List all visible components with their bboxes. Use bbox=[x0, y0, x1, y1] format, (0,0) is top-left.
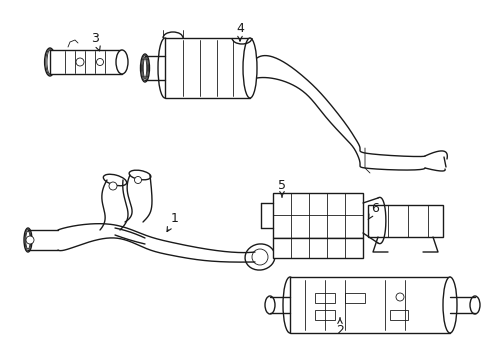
Bar bbox=[367, 205, 442, 237]
Ellipse shape bbox=[103, 174, 126, 186]
Ellipse shape bbox=[47, 50, 53, 74]
Bar bbox=[389, 310, 407, 320]
Ellipse shape bbox=[442, 277, 456, 333]
Bar bbox=[314, 310, 334, 320]
Circle shape bbox=[26, 236, 34, 244]
Bar bbox=[289, 277, 449, 333]
Ellipse shape bbox=[243, 38, 257, 98]
Ellipse shape bbox=[264, 296, 274, 314]
Circle shape bbox=[395, 293, 403, 301]
Text: 5: 5 bbox=[278, 179, 285, 197]
Bar bbox=[314, 293, 334, 303]
Ellipse shape bbox=[44, 48, 55, 76]
Ellipse shape bbox=[25, 230, 31, 251]
Bar bbox=[50, 50, 122, 74]
Bar bbox=[272, 193, 362, 238]
Circle shape bbox=[251, 249, 267, 265]
Bar bbox=[345, 293, 364, 303]
Circle shape bbox=[109, 182, 117, 190]
Circle shape bbox=[134, 176, 141, 184]
Text: 1: 1 bbox=[167, 212, 179, 231]
Ellipse shape bbox=[158, 38, 172, 98]
Circle shape bbox=[76, 58, 84, 66]
Ellipse shape bbox=[469, 296, 479, 314]
Ellipse shape bbox=[116, 50, 128, 74]
Ellipse shape bbox=[283, 277, 296, 333]
Ellipse shape bbox=[140, 54, 149, 82]
Ellipse shape bbox=[143, 58, 146, 77]
Bar bbox=[272, 238, 362, 258]
Ellipse shape bbox=[244, 244, 274, 270]
Ellipse shape bbox=[142, 57, 147, 79]
Text: 6: 6 bbox=[367, 202, 378, 220]
Ellipse shape bbox=[46, 49, 54, 75]
Ellipse shape bbox=[141, 55, 148, 81]
Text: 3: 3 bbox=[91, 32, 100, 51]
Text: 4: 4 bbox=[236, 22, 244, 41]
Text: 2: 2 bbox=[335, 318, 343, 337]
Circle shape bbox=[96, 58, 103, 66]
Bar bbox=[164, 38, 249, 98]
Ellipse shape bbox=[129, 170, 151, 180]
Ellipse shape bbox=[24, 228, 32, 252]
Ellipse shape bbox=[26, 231, 30, 249]
